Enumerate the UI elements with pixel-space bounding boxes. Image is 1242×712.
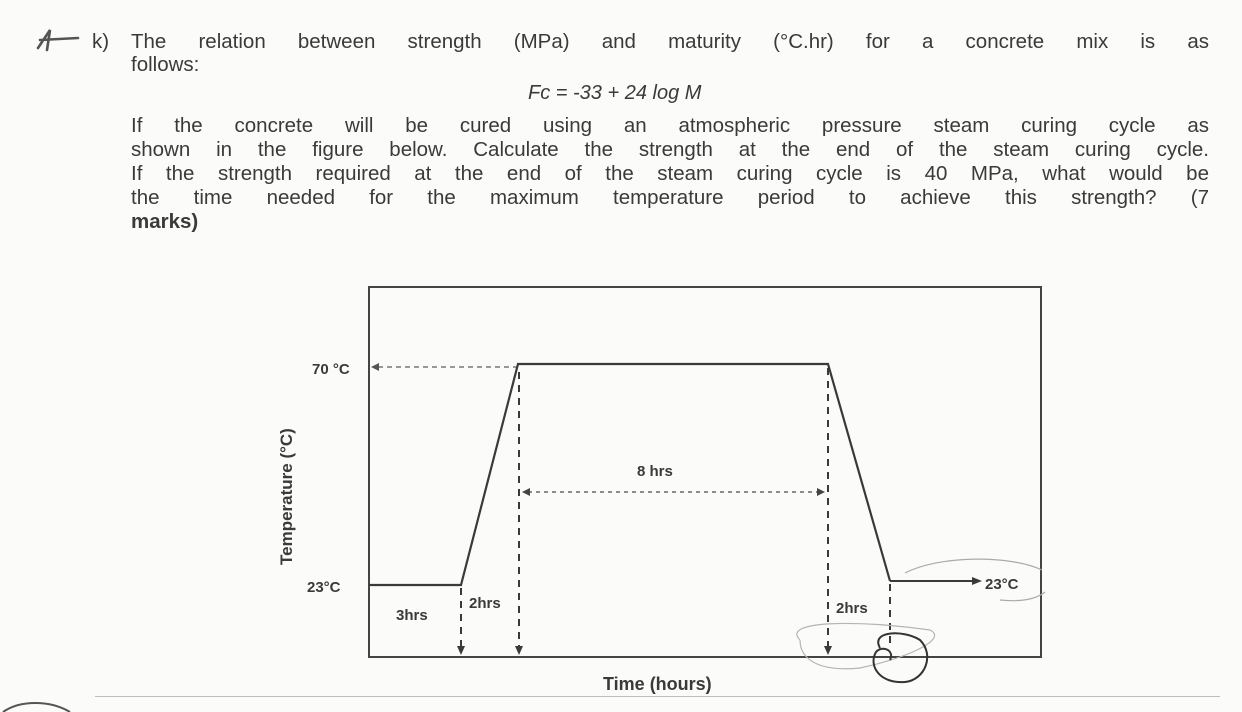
y-axis-label: Temperature (°C): [277, 428, 296, 565]
marks-text: marks): [131, 210, 1209, 234]
question-intro: The relation between strength (MPa) and …: [131, 30, 1209, 54]
x-axis-label: Time (hours): [603, 674, 712, 694]
arrow-right-icon: [972, 577, 982, 585]
arrow-down-icon: [515, 646, 523, 655]
pen-circle-annotation: [872, 632, 929, 684]
body-line-2: shown in the figure below. Calculate the…: [131, 138, 1209, 161]
question-intro-2: follows:: [131, 53, 1209, 77]
arrow-left-icon: [522, 488, 530, 496]
label-70c: 70 °C: [312, 361, 350, 378]
intro-line-1: The relation between strength (MPa) and …: [131, 30, 1209, 53]
arrow-right-icon: [817, 488, 825, 496]
marks-tail: marks): [131, 210, 199, 233]
body-line-4: the time needed for the maximum temperat…: [131, 186, 1209, 209]
label-23c-right: 23°C: [985, 576, 1019, 593]
pen-circle-annotation: [2, 702, 71, 712]
pencil-annotation: [796, 622, 936, 670]
intro-line-2: follows:: [131, 53, 200, 76]
handwritten-check-icon: [36, 29, 80, 52]
arrow-down-icon: [824, 646, 832, 655]
body-line-3: If the strength required at the end of t…: [131, 162, 1209, 185]
arrow-down-icon: [457, 646, 465, 655]
body-line-1: If the concrete will be cured using an a…: [131, 114, 1209, 137]
figure-frame: [368, 286, 1042, 658]
label-23c-left: 23°C: [307, 579, 341, 596]
label-3hrs: 3hrs: [396, 607, 428, 624]
label-2hrs-fall: 2hrs: [836, 600, 868, 617]
question-label: k): [92, 30, 110, 53]
page-divider: [95, 696, 1220, 697]
question-body: If the concrete will be cured using an a…: [131, 114, 1209, 210]
temperature-curve: [369, 362, 892, 587]
arrow-left-icon: [371, 363, 379, 371]
strength-maturity-formula: Fc = -33 + 24 log M: [528, 82, 702, 104]
label-2hrs-rise: 2hrs: [469, 595, 501, 612]
pencil-annotation: [904, 558, 1046, 602]
label-8hrs: 8 hrs: [637, 463, 673, 480]
